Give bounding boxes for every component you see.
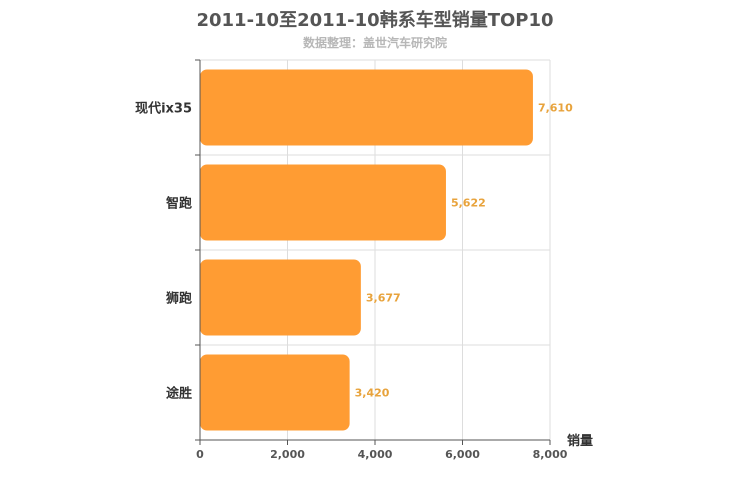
data-label: 7,610 <box>538 102 573 115</box>
chart-title: 2011-10至2011-10韩系车型销量TOP10 <box>196 10 554 31</box>
bars <box>200 69 533 431</box>
bar <box>200 69 533 146</box>
bar <box>200 259 361 336</box>
axes <box>195 59 551 445</box>
y-tick-label: 狮跑 <box>165 291 192 307</box>
bar <box>200 164 446 241</box>
chart-subtitle: 数据整理：盖世汽车研究院 <box>302 36 447 50</box>
data-label: 3,420 <box>355 387 390 400</box>
x-axis-title: 销量 <box>567 433 593 449</box>
bar <box>200 354 350 431</box>
data-label: 5,622 <box>451 197 486 210</box>
y-tick-label: 途胜 <box>166 386 192 402</box>
x-tick-label: 2,000 <box>270 448 305 461</box>
x-tick-label: 4,000 <box>358 448 393 461</box>
x-tick-label: 6,000 <box>445 448 480 461</box>
y-tick-label: 智跑 <box>166 196 192 212</box>
labels: 7,610 现代ix35 5,622 智跑 3,677 狮跑 3,420 途胜 0 2,000 4,… <box>135 101 573 462</box>
y-tick-label: 现代ix35 <box>135 101 192 117</box>
x-tick-label: 0 <box>196 448 204 461</box>
data-label: 3,677 <box>366 292 401 305</box>
x-tick-label: 8,000 <box>533 448 568 461</box>
